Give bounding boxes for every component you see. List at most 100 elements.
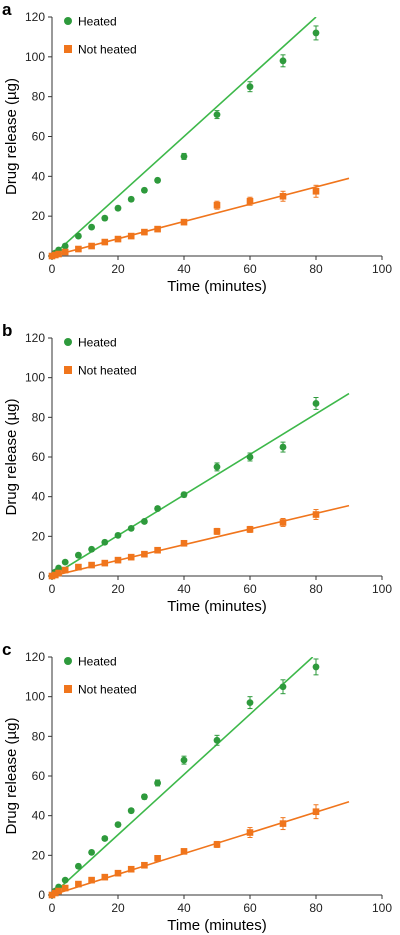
x-axis-title: Time (minutes) [167,278,266,295]
data-point [246,699,254,707]
data-point [114,869,122,877]
legend: Heated Not heated [64,15,137,57]
series-not-heated [48,177,350,260]
y-tick-label: 0 [38,249,45,263]
data-point [127,865,135,873]
data-point [55,569,62,577]
y-tick-label: 40 [32,169,46,183]
data-point [279,192,287,200]
legend: Heated Not heated [64,336,137,378]
data-point [75,880,82,888]
data-point [88,561,95,569]
data-point [55,887,62,895]
data-point [114,821,122,828]
data-point [279,820,287,827]
chart-panel-c: c 0 20 40 60 80 100 120 0 20 40 60 80 100 Time (minute… [2,640,392,934]
data-point [88,848,95,856]
y-tick-label: 20 [32,209,46,223]
y-tick-label: 40 [32,490,46,504]
data-point [312,808,320,815]
data-point [180,491,188,499]
y-tick-label: 100 [25,50,45,64]
data-point [75,862,82,870]
data-point [180,848,188,855]
data-point [246,453,254,461]
x-tick-label: 20 [111,901,125,915]
data-point [141,518,148,525]
y-tick-label: 80 [32,410,46,424]
data-point [114,235,122,243]
panel-label: c [2,640,11,659]
data-point [246,83,254,91]
legend-marker [64,657,72,665]
data-point [75,232,82,240]
y-axis-title: Drug release (µg) [3,717,20,834]
data-point [213,841,221,848]
data-point [246,829,254,836]
data-point [101,559,109,567]
y-axis-title: Drug release (µg) [3,78,20,195]
legend: Heated Not heated [64,655,137,697]
x-tick-label: 0 [49,901,56,915]
y-tick-label: 0 [38,569,45,583]
data-point [61,876,69,884]
y-tick-label: 20 [32,848,46,862]
data-point [213,528,221,535]
y-tick-label: 40 [32,809,46,823]
data-point [180,756,188,764]
legend-marker [64,366,72,374]
data-point [213,463,221,471]
fit-line [52,657,314,895]
data-point [61,242,69,250]
data-point [213,736,221,744]
data-point [61,884,69,892]
data-point [127,232,135,240]
data-point [213,111,221,118]
legend-label: Not heated [78,43,137,57]
series-heated [48,392,350,580]
data-point [75,563,82,571]
data-point [88,242,95,250]
y-tick-label: 20 [32,529,46,543]
x-tick-label: 0 [49,582,56,596]
data-point [180,539,188,547]
legend-label: Heated [78,655,117,669]
legend-marker [64,338,72,346]
data-point [141,186,148,194]
data-point [61,558,69,566]
data-point [88,223,95,231]
data-point [141,861,148,869]
fit-line [52,177,350,256]
chart-panel-b: b 0 20 40 60 80 100 120 0 20 40 60 80 100 Time (minute… [2,321,392,615]
legend-label: Heated [78,336,117,350]
fit-line [52,801,350,895]
y-tick-label: 60 [32,130,46,144]
x-tick-label: 20 [111,582,125,596]
data-point [246,197,254,205]
y-tick-label: 120 [25,650,45,664]
data-point [127,553,135,561]
data-point [312,663,320,671]
legend-marker [64,45,72,53]
data-point [88,876,95,884]
legend-marker [64,17,72,25]
x-tick-label: 80 [309,901,323,915]
x-tick-label: 40 [177,582,191,596]
data-point [61,566,69,574]
data-point [127,525,135,532]
data-point [154,546,161,554]
legend-marker [64,685,72,693]
data-point [312,187,320,195]
data-point [75,245,82,253]
x-tick-label: 20 [111,262,125,276]
y-tick-label: 60 [32,450,46,464]
data-point [154,779,162,787]
data-point [88,545,95,553]
data-point [101,238,109,246]
data-point [114,556,122,564]
fit-line [52,17,317,256]
series-not-heated [48,504,350,580]
data-point [127,195,135,203]
data-point [154,176,162,184]
